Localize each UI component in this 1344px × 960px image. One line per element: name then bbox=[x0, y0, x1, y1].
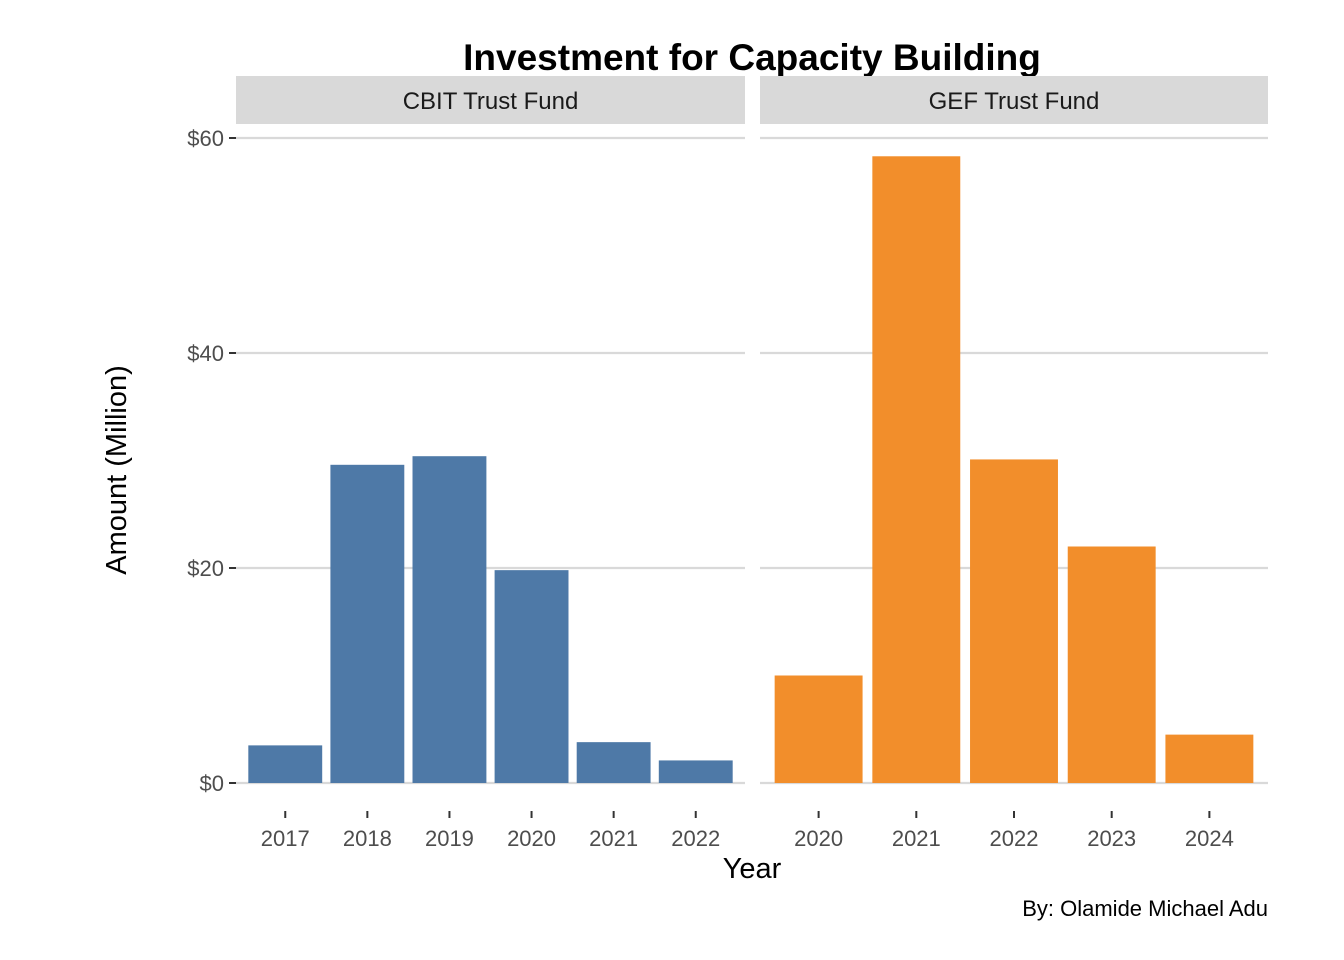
bar-cbit-trust-fund-2021 bbox=[576, 742, 651, 783]
x-tick-label: 2018 bbox=[343, 826, 392, 851]
x-tick-label: 2024 bbox=[1185, 826, 1234, 851]
bar-gef-trust-fund-2023 bbox=[1067, 546, 1156, 783]
bar-cbit-trust-fund-2022 bbox=[658, 760, 733, 783]
bar-gef-trust-fund-2020 bbox=[774, 675, 863, 783]
facet-strip bbox=[236, 76, 745, 124]
x-tick-label: 2021 bbox=[892, 826, 941, 851]
x-tick-label: 2022 bbox=[990, 826, 1039, 851]
facet-strip-label: CBIT Trust Fund bbox=[403, 88, 579, 115]
x-tick-label: 2020 bbox=[507, 826, 556, 851]
bar-cbit-trust-fund-2017 bbox=[248, 745, 323, 783]
x-tick-label: 2022 bbox=[671, 826, 720, 851]
x-tick-label: 2019 bbox=[425, 826, 474, 851]
y-tick-label: $20 bbox=[187, 556, 224, 581]
chart-title: Investment for Capacity Building bbox=[463, 37, 1041, 78]
x-tick-label: 2017 bbox=[261, 826, 310, 851]
y-axis-title: Amount (Million) bbox=[101, 365, 133, 575]
bar-cbit-trust-fund-2020 bbox=[494, 570, 569, 783]
bar-cbit-trust-fund-2019 bbox=[412, 456, 487, 783]
facet-gef-trust-fund: GEF Trust Fund 2020 2021 2022 2023 2024 bbox=[760, 76, 1268, 851]
facet-strip bbox=[760, 76, 1268, 124]
chart-caption: By: Olamide Michael Adu bbox=[1022, 896, 1268, 921]
bar-gef-trust-fund-2024 bbox=[1165, 734, 1254, 783]
x-tick-label: 2020 bbox=[794, 826, 843, 851]
y-tick-label: $40 bbox=[187, 341, 224, 366]
x-tick-label: 2023 bbox=[1087, 826, 1136, 851]
x-axis-title: Year bbox=[723, 853, 782, 885]
y-axis: $0 $20 $40 $60 bbox=[187, 126, 236, 796]
bar-gef-trust-fund-2021 bbox=[872, 156, 961, 783]
bar-cbit-trust-fund-2018 bbox=[330, 464, 405, 783]
facet-cbit-trust-fund: CBIT Trust Fund 2017 2018 2019 2020 2021 2022 bbox=[236, 76, 745, 851]
bar-gef-trust-fund-2022 bbox=[970, 459, 1058, 783]
y-tick-label: $60 bbox=[187, 126, 224, 151]
facet-strip-label: GEF Trust Fund bbox=[929, 88, 1100, 115]
x-tick-label: 2021 bbox=[589, 826, 638, 851]
y-tick-label: $0 bbox=[200, 771, 224, 796]
